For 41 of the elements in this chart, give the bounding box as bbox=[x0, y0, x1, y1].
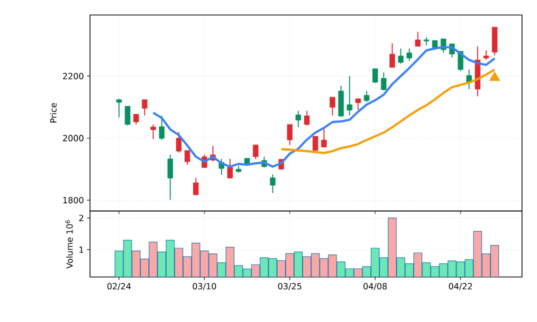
x-tick-label: 03/25 bbox=[278, 283, 302, 290]
candlestick bbox=[483, 50, 489, 60]
y-axis-title: Volume 10$^{6}$ bbox=[65, 220, 73, 269]
candlestick bbox=[321, 128, 327, 148]
candlestick bbox=[355, 98, 361, 110]
candlestick bbox=[184, 150, 190, 166]
candlestick bbox=[372, 68, 378, 84]
y-tick-label: 1 bbox=[80, 246, 84, 253]
y-tick-label: 2200 bbox=[63, 72, 84, 80]
candlestick bbox=[304, 110, 310, 126]
candlestick bbox=[227, 158, 233, 179]
candlestick bbox=[312, 136, 318, 152]
y-tick-label: 2 bbox=[79, 214, 84, 222]
candlestick bbox=[287, 124, 293, 146]
y-tick-label: 1800 bbox=[63, 196, 84, 204]
x-tick-label: 03/10 bbox=[192, 283, 216, 290]
candlestick bbox=[364, 90, 370, 102]
candlestick bbox=[415, 31, 421, 47]
y-axis-title: Price bbox=[50, 103, 57, 122]
candlestick bbox=[389, 42, 395, 68]
candlestick bbox=[116, 98, 122, 118]
candlestick bbox=[193, 177, 199, 196]
x-tick-label: 02/24 bbox=[107, 283, 131, 290]
y-tick-label: 2000 bbox=[63, 134, 84, 142]
candlestick bbox=[346, 76, 352, 116]
candlestick bbox=[142, 99, 148, 116]
candlestick bbox=[406, 48, 412, 62]
candlestick bbox=[158, 115, 164, 140]
candlestick bbox=[330, 96, 336, 116]
candlestick bbox=[150, 124, 156, 140]
candlestick bbox=[296, 110, 302, 128]
candlestick bbox=[176, 131, 182, 154]
candlestick bbox=[270, 174, 276, 194]
candlestick bbox=[252, 144, 258, 160]
x-tick-label: 04/08 bbox=[364, 283, 387, 290]
candlestick bbox=[380, 72, 386, 91]
candlestick bbox=[133, 114, 139, 125]
x-tick-label: 04/22 bbox=[448, 283, 472, 290]
candlestick bbox=[398, 48, 404, 64]
candlestick bbox=[124, 106, 130, 126]
candlestick bbox=[167, 154, 174, 200]
